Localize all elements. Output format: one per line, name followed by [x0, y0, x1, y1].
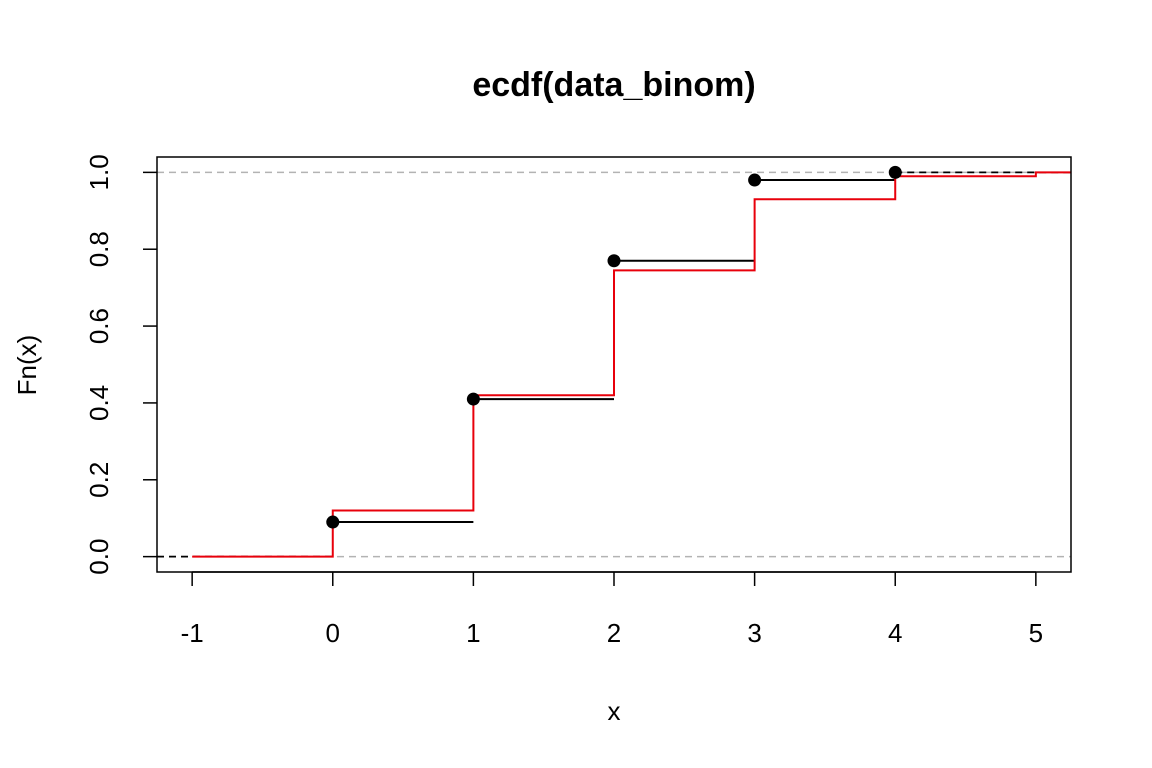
x-tick-label-2: 1: [466, 618, 480, 648]
x-tick-label-3: 2: [607, 618, 621, 648]
y-tick-label-0: 0.0: [84, 539, 114, 575]
x-tick-label-5: 4: [888, 618, 902, 648]
ecdf-point-4: [888, 165, 902, 179]
ecdf-point-0: [326, 515, 340, 529]
y-tick-label-3: 0.6: [84, 308, 114, 344]
plot-area: [157, 165, 1071, 558]
x-axis-title: x: [608, 696, 621, 726]
y-axis: 0.0 0.2 0.4 0.6 0.8 1.0: [84, 154, 157, 575]
y-tick-label-2: 0.4: [84, 385, 114, 421]
ecdf-point-2: [607, 254, 621, 268]
ecdf-point-3: [748, 173, 762, 187]
y-axis-title: Fn(x): [12, 335, 42, 396]
x-tick-label-1: 0: [326, 618, 340, 648]
y-tick-label-4: 0.8: [84, 231, 114, 267]
reference-cdf-line: [192, 171, 1071, 558]
chart-title: ecdf(data_binom): [472, 66, 755, 104]
x-tick-label-4: 3: [747, 618, 761, 648]
y-tick-label-1: 0.2: [84, 462, 114, 498]
ecdf-point-1: [466, 392, 480, 406]
y-tick-label-5: 1.0: [84, 154, 114, 190]
x-tick-label-0: -1: [181, 618, 204, 648]
x-axis: -1 0 1 2 3 4 5: [181, 571, 1043, 648]
x-tick-label-6: 5: [1029, 618, 1043, 648]
